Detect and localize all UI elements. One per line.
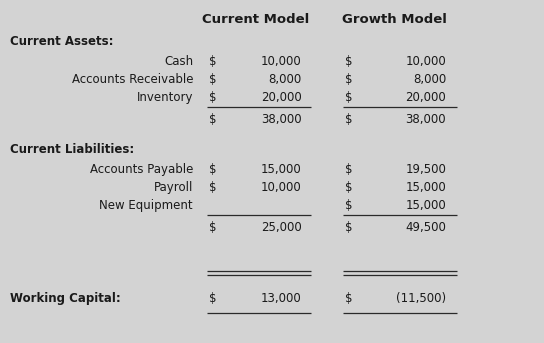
Text: $: $ <box>209 181 217 194</box>
Text: $: $ <box>345 91 353 104</box>
Text: 8,000: 8,000 <box>269 73 302 86</box>
Text: (11,500): (11,500) <box>396 292 446 305</box>
Text: Current Model: Current Model <box>202 13 310 26</box>
Text: $: $ <box>345 163 353 176</box>
Text: $: $ <box>345 199 353 212</box>
Text: 10,000: 10,000 <box>261 55 302 68</box>
Text: $: $ <box>209 73 217 86</box>
Text: 38,000: 38,000 <box>405 113 446 126</box>
Text: 49,500: 49,500 <box>405 221 446 234</box>
Text: 19,500: 19,500 <box>405 163 446 176</box>
Text: $: $ <box>345 113 353 126</box>
Text: 10,000: 10,000 <box>405 55 446 68</box>
Text: $: $ <box>209 163 217 176</box>
Text: 13,000: 13,000 <box>261 292 302 305</box>
Text: $: $ <box>209 221 217 234</box>
Text: 25,000: 25,000 <box>261 221 302 234</box>
Text: Payroll: Payroll <box>154 181 193 194</box>
Text: 38,000: 38,000 <box>261 113 302 126</box>
Text: Current Assets:: Current Assets: <box>10 35 113 48</box>
Text: $: $ <box>209 292 217 305</box>
Text: $: $ <box>209 91 217 104</box>
Text: Cash: Cash <box>164 55 193 68</box>
Text: 15,000: 15,000 <box>261 163 302 176</box>
Text: $: $ <box>345 292 353 305</box>
Text: $: $ <box>345 221 353 234</box>
Text: 10,000: 10,000 <box>261 181 302 194</box>
Text: New Equipment: New Equipment <box>100 199 193 212</box>
Text: Accounts Receivable: Accounts Receivable <box>72 73 193 86</box>
Text: Working Capital:: Working Capital: <box>10 292 121 305</box>
Text: Growth Model: Growth Model <box>342 13 447 26</box>
Text: 8,000: 8,000 <box>413 73 446 86</box>
Text: Accounts Payable: Accounts Payable <box>90 163 193 176</box>
Text: 15,000: 15,000 <box>405 199 446 212</box>
Text: 20,000: 20,000 <box>261 91 302 104</box>
Text: $: $ <box>345 73 353 86</box>
Text: $: $ <box>209 55 217 68</box>
Text: Inventory: Inventory <box>137 91 193 104</box>
Text: Current Liabilities:: Current Liabilities: <box>10 143 134 156</box>
Text: $: $ <box>345 55 353 68</box>
Text: 20,000: 20,000 <box>405 91 446 104</box>
Text: 15,000: 15,000 <box>405 181 446 194</box>
Text: $: $ <box>345 181 353 194</box>
Text: $: $ <box>209 113 217 126</box>
